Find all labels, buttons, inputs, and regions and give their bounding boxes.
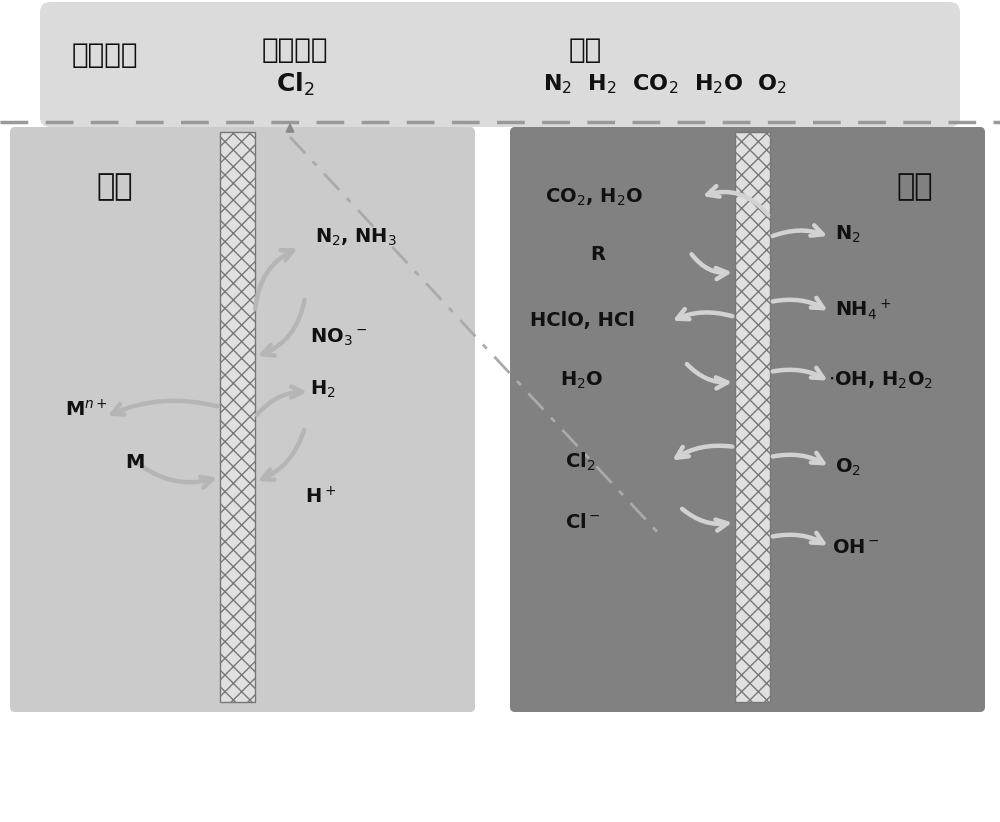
Text: 排空: 排空 bbox=[568, 36, 602, 64]
Text: N$_2$, NH$_3$: N$_2$, NH$_3$ bbox=[315, 226, 397, 247]
Text: 阴极: 阴极 bbox=[97, 173, 133, 201]
Bar bbox=[220, 132, 255, 702]
Text: M: M bbox=[125, 452, 144, 472]
Text: 阳极: 阳极 bbox=[897, 173, 933, 201]
Text: Cl$_2$: Cl$_2$ bbox=[565, 450, 595, 473]
FancyBboxPatch shape bbox=[10, 127, 475, 712]
Text: M$^{n+}$: M$^{n+}$ bbox=[65, 399, 108, 421]
Text: N$_2$: N$_2$ bbox=[835, 224, 861, 245]
Text: N$_2$  H$_2$  CO$_2$  H$_2$O  O$_2$: N$_2$ H$_2$ CO$_2$ H$_2$O O$_2$ bbox=[543, 72, 787, 96]
Text: HClO, HCl: HClO, HCl bbox=[530, 311, 635, 330]
Text: H$_2$O: H$_2$O bbox=[560, 369, 603, 390]
Text: O$_2$: O$_2$ bbox=[835, 456, 861, 478]
FancyBboxPatch shape bbox=[40, 2, 960, 127]
Text: Cl$_2$: Cl$_2$ bbox=[276, 71, 314, 98]
FancyBboxPatch shape bbox=[510, 127, 985, 712]
Text: OH$^-$: OH$^-$ bbox=[832, 538, 880, 556]
Text: CO$_2$, H$_2$O: CO$_2$, H$_2$O bbox=[545, 187, 643, 208]
Text: 回收产酸: 回收产酸 bbox=[262, 36, 328, 64]
Text: 尾气处理: 尾气处理 bbox=[72, 41, 138, 69]
Text: NH$_4$$^+$: NH$_4$$^+$ bbox=[835, 298, 891, 322]
Text: $\cdot$OH, H$_2$O$_2$: $\cdot$OH, H$_2$O$_2$ bbox=[828, 369, 933, 390]
Text: H$_2$: H$_2$ bbox=[310, 378, 336, 399]
Text: Cl$^-$: Cl$^-$ bbox=[565, 512, 601, 532]
Bar bbox=[735, 132, 770, 702]
Text: NO$_3$$^-$: NO$_3$$^-$ bbox=[310, 326, 367, 348]
Text: R: R bbox=[590, 244, 605, 264]
Text: H$^+$: H$^+$ bbox=[305, 487, 336, 508]
